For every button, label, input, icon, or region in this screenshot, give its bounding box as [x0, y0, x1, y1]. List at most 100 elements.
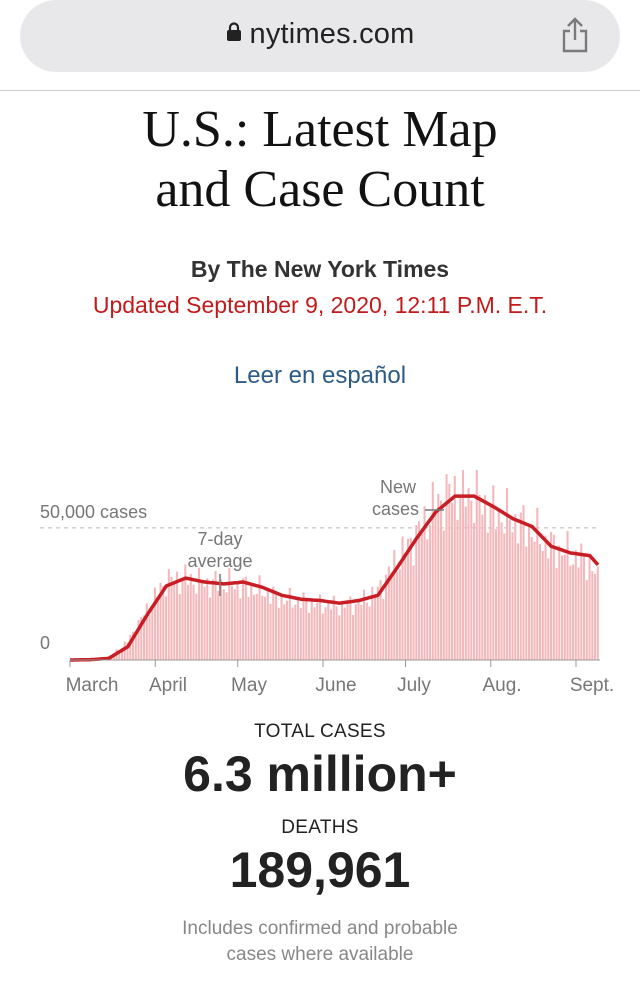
bar [332, 595, 335, 660]
annotation-new-line2: cases [372, 499, 419, 519]
bar [291, 607, 294, 660]
x-tick-label: Sept. [570, 675, 614, 696]
total-cases-value: 6.3 million+ [183, 746, 457, 802]
bar [330, 609, 333, 660]
bar [440, 500, 443, 660]
bar [539, 544, 542, 660]
bar [503, 533, 506, 660]
bar [217, 591, 220, 660]
bar [181, 579, 184, 660]
bar [228, 568, 231, 660]
bar [489, 504, 492, 660]
deaths-label: DEATHS [281, 817, 359, 838]
bar [415, 525, 418, 660]
bar [423, 506, 426, 660]
bar [475, 470, 478, 660]
bar [528, 525, 531, 660]
bar [536, 507, 539, 660]
bar [434, 512, 437, 660]
page-title: U.S.: Latest Map and Case Count [0, 100, 640, 220]
bar [129, 634, 132, 660]
bar [321, 613, 324, 660]
bar [497, 510, 500, 660]
bar [170, 576, 173, 660]
address-bar[interactable]: nytimes.com [20, 0, 620, 72]
bar [376, 586, 379, 660]
y-tick-label: 50,000 cases [40, 502, 147, 522]
bar [167, 569, 170, 660]
bar [288, 587, 291, 660]
bar [558, 545, 561, 660]
bar [338, 615, 341, 660]
bar [283, 604, 286, 660]
share-icon[interactable] [560, 16, 590, 54]
bar [426, 539, 429, 660]
footnote-line-2: cases where available [226, 944, 414, 965]
bar [187, 584, 190, 660]
bar [200, 581, 203, 660]
spanish-link[interactable]: Leer en español [233, 362, 407, 389]
bar [242, 578, 245, 660]
bar [517, 543, 520, 660]
bar [360, 604, 363, 660]
bar [349, 596, 352, 660]
y-axis-ticks: 0 50,000 cases [40, 502, 147, 653]
bar [198, 567, 201, 660]
bar [126, 642, 129, 660]
bar [203, 586, 206, 660]
footnote: Includes confirmed and probable cases wh… [0, 916, 640, 968]
bar [154, 587, 157, 660]
bar [264, 596, 267, 660]
bar [189, 574, 192, 660]
bar [478, 494, 481, 660]
bar [555, 568, 558, 660]
url-display[interactable]: nytimes.com [20, 18, 620, 51]
bar [577, 567, 580, 660]
bar [255, 594, 258, 660]
bar [206, 578, 209, 660]
bar [176, 571, 179, 660]
bar [572, 564, 575, 660]
bar [209, 597, 212, 660]
bar [173, 582, 176, 660]
footnote-line-1: Includes confirmed and probable [182, 918, 458, 939]
bar [195, 593, 198, 660]
bar [541, 550, 544, 660]
bar [533, 541, 536, 660]
bar [269, 603, 272, 660]
bar [156, 597, 159, 660]
chart-bars [68, 470, 599, 660]
bar [145, 603, 148, 660]
bar [151, 605, 154, 660]
bar [525, 546, 528, 660]
bar [492, 485, 495, 660]
bar [588, 556, 591, 660]
bar [437, 493, 440, 660]
x-tick-label: April [149, 675, 187, 696]
bar [495, 529, 498, 660]
bar [379, 580, 382, 660]
bar [387, 566, 390, 660]
bar [137, 619, 140, 660]
bar [401, 536, 404, 660]
bar [371, 586, 374, 660]
bar [464, 506, 467, 660]
bar [250, 584, 253, 660]
bar [429, 524, 432, 660]
bar [222, 589, 225, 660]
bar [297, 599, 300, 660]
bar [484, 495, 487, 660]
bar [143, 615, 146, 660]
bar [192, 584, 195, 660]
bar [211, 579, 214, 660]
bar [305, 600, 308, 660]
bar [280, 596, 283, 660]
bar [310, 599, 313, 660]
bar [596, 566, 599, 660]
bar [396, 571, 399, 660]
bar [398, 569, 401, 660]
bar [140, 616, 143, 660]
bar [530, 537, 533, 660]
bar [462, 470, 465, 660]
bar [561, 555, 564, 660]
